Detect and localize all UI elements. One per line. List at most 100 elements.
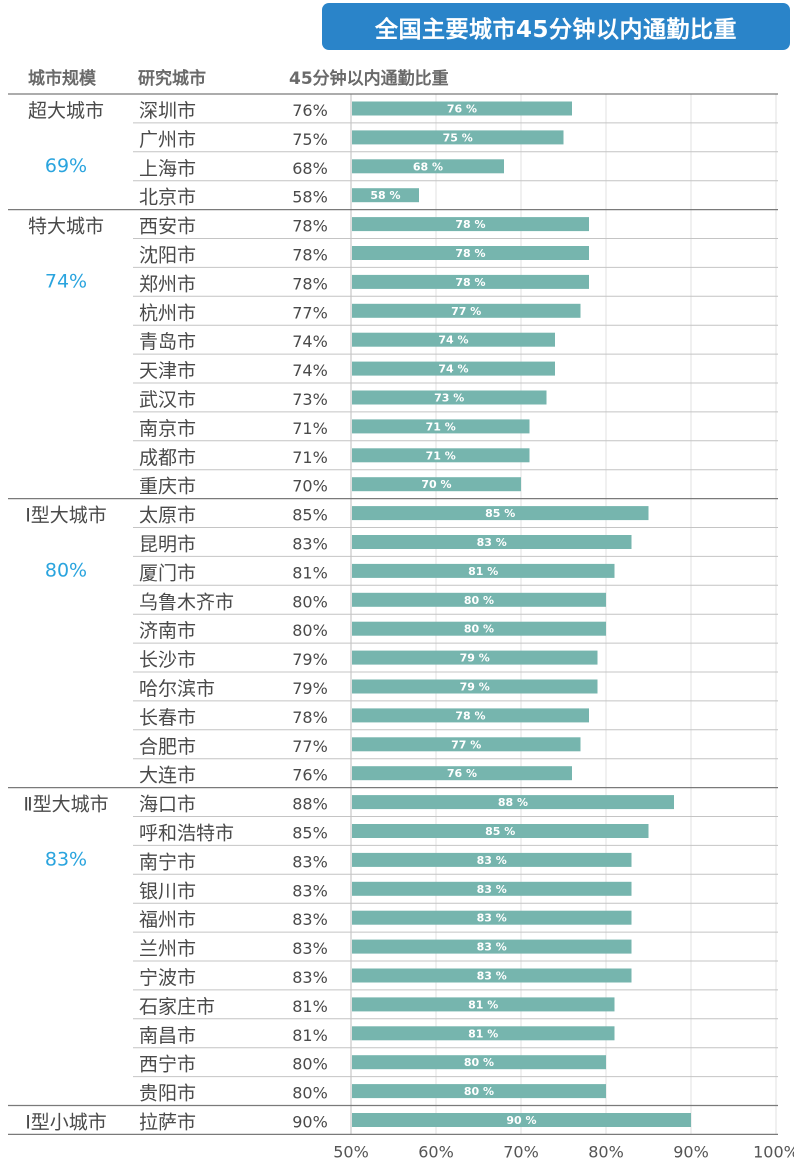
city-label: 广州市 [139, 129, 196, 151]
bar [352, 101, 572, 116]
bar-data-label: 81 % [468, 565, 498, 578]
value-label: 68% [292, 159, 328, 178]
bar-data-label: 81 % [468, 998, 498, 1011]
value-label: 78% [292, 708, 328, 727]
city-label: 长沙市 [139, 649, 196, 671]
bar-data-label: 79 % [460, 652, 490, 665]
bar-data-label: 80 % [464, 594, 494, 607]
chart-title: 全国主要城市45分钟以内通勤比重 [374, 16, 737, 43]
value-label: 83% [292, 939, 328, 958]
value-label: 74% [292, 332, 328, 351]
city-label: 青岛市 [139, 331, 196, 353]
city-label: 海口市 [139, 794, 196, 816]
value-label: 83% [292, 535, 328, 554]
bar [352, 621, 606, 636]
city-label: 武汉市 [139, 389, 196, 411]
bar [352, 997, 615, 1012]
value-label: 90% [292, 1113, 328, 1132]
bar-data-label: 78 % [455, 247, 485, 260]
value-label: 83% [292, 881, 328, 900]
value-label: 85% [292, 824, 328, 843]
bar-data-label: 76 % [447, 767, 477, 780]
bar-data-label: 77 % [451, 738, 481, 751]
bar-data-label: 74 % [438, 363, 468, 376]
bar-data-label: 83 % [477, 912, 507, 925]
city-label: 太原市 [139, 505, 196, 527]
bar [352, 766, 572, 781]
column-header-scale: 城市规模 [28, 69, 96, 89]
value-label: 74% [292, 361, 328, 380]
column-header-city: 研究城市 [138, 69, 206, 89]
bar [352, 708, 589, 723]
bar [352, 246, 589, 260]
group-average: 74% [45, 270, 87, 292]
column-header-share: 45分钟以内通勤比重 [289, 69, 449, 89]
city-label: 南昌市 [139, 1025, 196, 1047]
value-label: 76% [292, 766, 328, 785]
bar [352, 1055, 606, 1070]
value-label: 81% [292, 563, 328, 582]
bar [352, 217, 589, 232]
bar [352, 303, 581, 318]
value-label: 78% [292, 274, 328, 293]
group-label: Ⅰ型大城市 [25, 505, 107, 527]
bar-data-label: 80 % [464, 623, 494, 636]
value-label: 58% [292, 188, 328, 207]
city-label: 厦门市 [139, 562, 196, 584]
bar-data-label: 68 % [413, 160, 443, 173]
city-label: 兰州市 [139, 938, 196, 960]
bar-data-label: 83 % [477, 970, 507, 983]
bar-data-label: 78 % [455, 709, 485, 722]
city-label: 石家庄市 [139, 996, 215, 1018]
bar-data-label: 83 % [477, 883, 507, 896]
x-tick-label: 70% [503, 1142, 539, 1161]
value-label: 79% [292, 679, 328, 698]
bar-data-label: 85 % [485, 507, 515, 520]
value-label: 77% [292, 737, 328, 756]
group-average: 69% [45, 155, 87, 177]
value-label: 71% [292, 419, 328, 438]
bar-data-label: 78 % [455, 218, 485, 231]
city-label: 沈阳市 [139, 245, 196, 267]
group-label: 特大城市 [28, 216, 104, 238]
bar [352, 939, 632, 954]
group-label: Ⅰ型小城市 [25, 1112, 107, 1134]
bar-data-label: 78 % [455, 276, 485, 289]
bar [352, 650, 598, 665]
bar-data-label: 83 % [477, 941, 507, 954]
value-label: 80% [292, 621, 328, 640]
city-label: 银川市 [139, 880, 196, 902]
bar [352, 592, 606, 607]
bar-data-label: 81 % [468, 1027, 498, 1040]
x-tick-label: 60% [418, 1142, 454, 1161]
city-label: 南宁市 [139, 851, 196, 873]
group-label: 超大城市 [28, 100, 104, 122]
value-label: 77% [292, 303, 328, 322]
bar [352, 563, 615, 578]
bar-data-label: 74 % [438, 334, 468, 347]
value-label: 80% [292, 592, 328, 611]
city-label: 贵阳市 [139, 1083, 196, 1105]
bar [352, 824, 649, 838]
city-label: 呼和浩特市 [139, 823, 234, 845]
bar-data-label: 83 % [477, 854, 507, 867]
bar-data-label: 70 % [421, 478, 451, 491]
bar [352, 390, 547, 405]
city-label: 昆明市 [139, 534, 196, 556]
bar [352, 274, 589, 289]
bar-data-label: 58 % [370, 189, 400, 202]
value-label: 85% [292, 506, 328, 525]
value-label: 81% [292, 997, 328, 1016]
bar [352, 968, 632, 983]
x-tick-label: 50% [333, 1142, 369, 1161]
city-label: 天津市 [139, 360, 196, 382]
bar [352, 188, 419, 203]
city-label: 杭州市 [139, 302, 196, 324]
value-label: 75% [292, 130, 328, 149]
bar [352, 1084, 606, 1099]
city-label: 北京市 [139, 187, 196, 209]
bar [352, 910, 632, 925]
value-label: 83% [292, 910, 328, 929]
value-label: 88% [292, 795, 328, 814]
bar [352, 332, 555, 347]
